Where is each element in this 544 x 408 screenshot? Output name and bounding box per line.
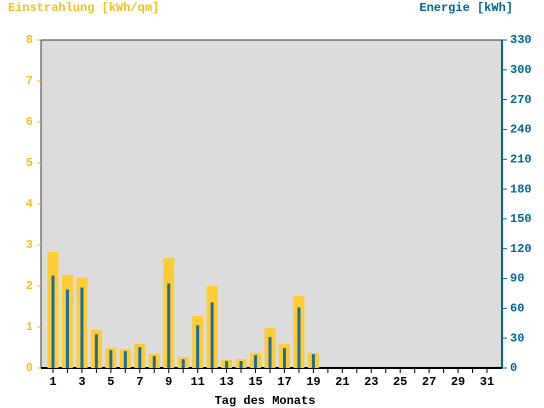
y-tick-label: 8 (26, 33, 33, 47)
y-tick-label: 2 (26, 279, 33, 293)
x-tick-label: 9 (165, 375, 172, 389)
x-tick-label: 27 (422, 375, 436, 389)
x-tick-label: 7 (136, 375, 143, 389)
y2-tick-label: 90 (510, 272, 524, 286)
x-tick-label: 29 (451, 375, 465, 389)
y2-tick-label: 240 (510, 123, 532, 137)
bar (225, 361, 229, 368)
bar (152, 356, 156, 368)
bar (181, 359, 185, 368)
y-tick-label: 6 (26, 115, 33, 129)
y-tick-label: 0 (26, 361, 33, 375)
y2-tick-label: 210 (510, 152, 532, 166)
x-axis-title: Tag des Monats (215, 394, 316, 408)
bar (138, 347, 142, 368)
y2-tick-label: 300 (510, 63, 532, 77)
y2-tick-label: 150 (510, 212, 532, 226)
x-tick-label: 21 (335, 375, 349, 389)
bar (123, 351, 127, 368)
x-tick-label: 17 (277, 375, 291, 389)
x-tick-label: 25 (393, 375, 407, 389)
bar (297, 307, 301, 368)
bar (94, 334, 98, 368)
bar (311, 354, 315, 368)
bar (109, 350, 113, 368)
right-axis-title: Energie [kWh] (419, 1, 513, 15)
x-tick-label: 15 (248, 375, 262, 389)
y-tick-label: 3 (26, 238, 33, 252)
x-tick-label: 13 (219, 375, 233, 389)
bar (167, 283, 171, 368)
y2-tick-label: 330 (510, 33, 532, 47)
left-axis-title: Einstrahlung [kWh/qm] (8, 1, 159, 15)
y2-tick-label: 30 (510, 331, 524, 345)
bar (254, 355, 258, 368)
y2-tick-label: 270 (510, 93, 532, 107)
y-tick-label: 1 (26, 320, 33, 334)
y2-tick-label: 180 (510, 182, 532, 196)
x-tick-label: 3 (78, 375, 85, 389)
x-tick-label: 5 (107, 375, 114, 389)
x-tick-label: 19 (306, 375, 320, 389)
y2-tick-label: 60 (510, 302, 524, 316)
bar (210, 302, 214, 368)
x-tick-label: 23 (364, 375, 378, 389)
bar (65, 289, 69, 368)
bar (196, 325, 200, 368)
bar (80, 287, 84, 368)
x-tick-label: 31 (480, 375, 494, 389)
y2-tick-label: 0 (510, 361, 517, 375)
y-tick-label: 5 (26, 156, 33, 170)
bar (51, 275, 55, 368)
bar (282, 348, 286, 368)
bar (268, 337, 272, 368)
plot-background (40, 39, 503, 369)
y2-tick-label: 120 (510, 242, 532, 256)
x-tick-label: 11 (190, 375, 204, 389)
x-tick-label: 1 (49, 375, 56, 389)
bar (239, 361, 243, 368)
y-tick-label: 4 (26, 197, 33, 211)
y-tick-label: 7 (26, 74, 33, 88)
